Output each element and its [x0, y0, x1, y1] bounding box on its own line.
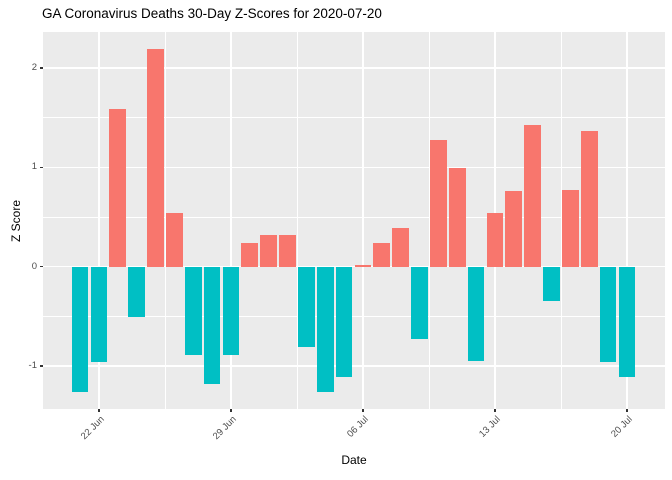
bar-21-jun	[71, 266, 89, 392]
x-tick-mark	[362, 409, 364, 412]
bar-12-jul	[467, 266, 485, 362]
x-tick-mark	[626, 409, 628, 412]
bar-06-jul	[354, 264, 372, 267]
bar-07-jul	[373, 242, 391, 267]
bar-24-jun	[128, 266, 146, 318]
bar-11-jul	[448, 168, 466, 267]
bar-02-jul	[279, 234, 296, 267]
bar-13-jul	[486, 213, 504, 267]
bar-29-jun	[222, 266, 240, 356]
y-tick-label: 0	[31, 260, 37, 272]
y-tick-mark	[40, 67, 43, 69]
bar-23-jun	[109, 108, 127, 267]
bar-01-jul	[260, 234, 278, 267]
gridline-minor-h	[43, 315, 665, 317]
x-axis-title: Date	[341, 453, 367, 467]
y-tick-label: 1	[31, 161, 37, 173]
bar-09-jul	[411, 266, 428, 340]
bar-17-jul	[561, 190, 579, 267]
bar-03-jul	[297, 266, 315, 348]
y-tick-label: -1	[28, 360, 37, 371]
gridline-minor-h	[43, 216, 665, 218]
bar-28-jun	[203, 266, 221, 384]
gridline-major-h	[43, 166, 665, 169]
x-tick-label: 22 Jun	[78, 414, 107, 442]
bar-19-jul	[599, 266, 617, 362]
bar-30-jun	[241, 242, 259, 267]
x-tick-label: 29 Jun	[210, 414, 239, 442]
y-tick-mark	[40, 365, 43, 367]
gridline-major-h	[43, 365, 665, 367]
gridline-major-h	[43, 265, 665, 268]
bar-26-jun	[165, 213, 183, 267]
y-axis-title: Z Score	[9, 200, 23, 243]
x-tick-mark	[230, 409, 232, 412]
bar-04-jul	[316, 266, 334, 392]
gridline-major-v	[98, 32, 100, 409]
gridline-minor-v	[560, 32, 562, 409]
gridline-minor-v	[428, 32, 430, 409]
bar-20-jul	[618, 266, 636, 377]
bar-16-jul	[543, 266, 560, 302]
gridline-minor-h	[43, 117, 665, 119]
bar-25-jun	[147, 49, 164, 267]
y-tick-mark	[40, 166, 43, 169]
gridline-major-v	[626, 32, 628, 409]
gridline-major-h	[43, 67, 665, 69]
bar-10-jul	[429, 139, 447, 267]
x-tick-label: 13 Jul	[477, 414, 503, 440]
bar-27-jun	[184, 266, 202, 356]
bar-15-jul	[524, 124, 542, 267]
x-tick-mark	[98, 409, 100, 412]
y-tick-label: 2	[31, 62, 37, 74]
x-tick-label: 20 Jul	[609, 414, 635, 440]
y-tick-mark	[40, 265, 43, 268]
x-tick-label: 06 Jul	[345, 414, 371, 440]
chart-title: GA Coronavirus Deaths 30-Day Z-Scores fo…	[42, 6, 382, 21]
bar-22-jun	[90, 266, 108, 362]
gridline-major-v	[362, 32, 364, 409]
x-tick-mark	[494, 409, 496, 412]
bar-18-jul	[580, 130, 598, 267]
bar-08-jul	[392, 227, 410, 267]
gridline-minor-v	[164, 32, 166, 409]
gridline-minor-v	[296, 32, 298, 409]
bar-05-jul	[335, 266, 353, 377]
bar-14-jul	[505, 191, 523, 267]
plot-panel	[43, 32, 665, 409]
gridline-major-v	[230, 32, 232, 409]
